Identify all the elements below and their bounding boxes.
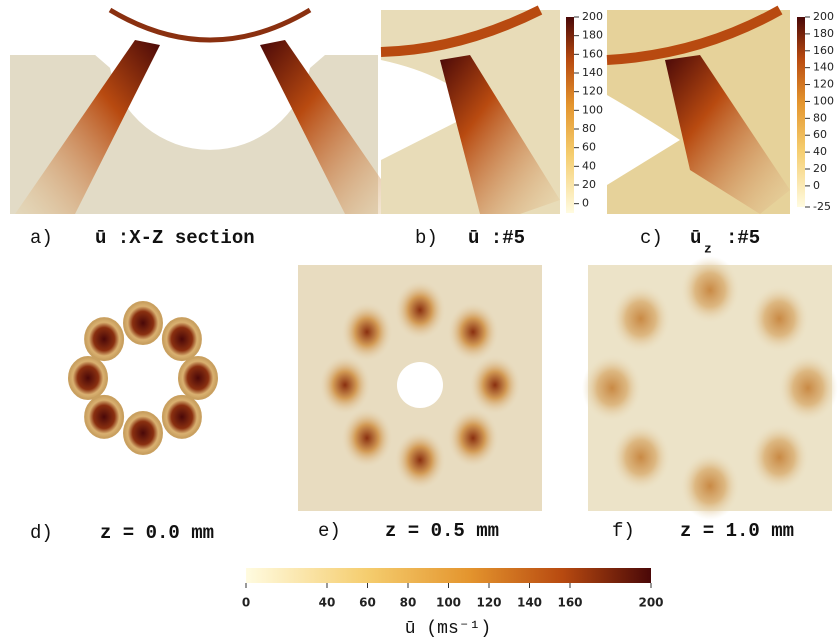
colorbar-tick-label: 100 — [436, 596, 461, 610]
jet-blob — [447, 302, 499, 362]
colorbar — [246, 568, 651, 583]
colorbar-tick-label: 160 — [813, 44, 834, 57]
panel-label: b) — [415, 227, 438, 249]
panel-label: e) — [318, 520, 341, 542]
colorbar-tick-label: 20 — [582, 178, 596, 191]
colorbar — [566, 17, 574, 213]
colorbar-tick-label: 20 — [813, 162, 827, 175]
colorbar-tick-label: 0 — [813, 179, 820, 192]
colorbar-tick-label: 100 — [813, 94, 834, 107]
jet-blob — [582, 354, 642, 422]
panel-caption: ū :#5 — [468, 227, 525, 249]
panel-d-image — [69, 302, 217, 454]
jet-blob — [394, 280, 446, 340]
jet-blob — [69, 357, 107, 399]
panel-caption: z = 0.5 mm — [385, 520, 499, 542]
colorbar-tick-label: 120 — [813, 78, 834, 91]
colorbar-tick-label: 80 — [400, 596, 417, 610]
colorbar-tick-label: 60 — [359, 596, 376, 610]
panel-caption-subscript: z — [704, 241, 712, 256]
jet-blob — [778, 354, 838, 422]
colorbar-tick-label: 60 — [813, 128, 827, 141]
colorbar-tick-label: 160 — [557, 596, 582, 610]
panel-label: c) — [640, 227, 663, 249]
colorbar-tick-label: 140 — [517, 596, 542, 610]
jet-blob — [163, 318, 201, 360]
panel-c-image — [607, 10, 790, 214]
colorbar-tick-label: -25 — [813, 200, 831, 213]
colorbar-tick-label: 0 — [242, 596, 250, 610]
colorbar-tick-label: 200 — [638, 596, 663, 610]
jet-blob — [680, 452, 740, 520]
jet-blob — [319, 355, 371, 415]
jet-blob — [394, 430, 446, 490]
colorbar-tick-label: 120 — [582, 85, 603, 98]
colorbar-tick-label: 60 — [582, 141, 596, 154]
jet-blob — [611, 423, 671, 491]
colorbar-tick-label: 200 — [582, 10, 603, 23]
jet-blob — [469, 355, 521, 415]
panel-label: d) — [30, 522, 53, 544]
colorbar-tick-label: 180 — [582, 29, 603, 42]
panel-caption: ū :X-Z section — [95, 227, 255, 249]
panel-caption: z = 1.0 mm — [680, 520, 794, 542]
panel-label: a) — [30, 227, 53, 249]
colorbar-tick-label: 80 — [582, 122, 596, 135]
jet-blob — [124, 302, 162, 344]
jet-blob — [124, 412, 162, 454]
jet-blob — [749, 285, 809, 353]
jet-blob — [611, 285, 671, 353]
colorbar-tick-label: 100 — [582, 103, 603, 116]
panel-caption: z = 0.0 mm — [100, 522, 214, 544]
colorbar-tick-label: 40 — [813, 145, 827, 158]
jet-blob — [341, 408, 393, 468]
colorbar-tick-label: 40 — [582, 159, 596, 172]
colorbar-tick-label: 0 — [582, 197, 589, 210]
colorbar-tick-label: 160 — [582, 47, 603, 60]
figure: a) ū :X-Z section b) ū :#5 c) ū z :#5 d)… — [0, 0, 838, 638]
jet-blob — [163, 396, 201, 438]
jet-blob — [179, 357, 217, 399]
colorbar-tick-label: 120 — [476, 596, 501, 610]
jet-blob — [85, 396, 123, 438]
panel-caption: ū — [690, 227, 701, 249]
panel-a-image — [10, 0, 405, 214]
colorbar-tick-label: 40 — [319, 596, 336, 610]
panel-f-image — [582, 256, 838, 520]
panel-e-image — [298, 265, 542, 511]
colorbar-tick-label: 180 — [813, 27, 834, 40]
jet-blob — [749, 423, 809, 491]
colorbar-label: ū (ms⁻¹) — [405, 619, 491, 638]
panel-b-image — [381, 10, 560, 214]
jet-blob — [447, 408, 499, 468]
jet-blob — [680, 256, 740, 324]
panel-caption: :#5 — [726, 227, 760, 249]
colorbar — [797, 17, 805, 207]
colorbar-tick-label: 140 — [582, 66, 603, 79]
colorbar-tick-label: 140 — [813, 61, 834, 74]
jet-blob — [341, 302, 393, 362]
panel-label: f) — [612, 520, 635, 542]
colorbar-tick-label: 200 — [813, 10, 834, 23]
colorbar-tick-label: 80 — [813, 111, 827, 124]
jet-blob — [85, 318, 123, 360]
